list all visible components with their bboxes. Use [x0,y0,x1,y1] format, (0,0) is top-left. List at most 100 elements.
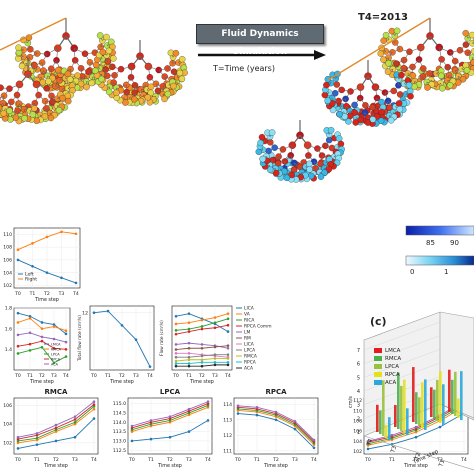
vessel-node [437,72,445,80]
vessel-node [103,33,110,41]
vessel-node [317,173,325,180]
bar [442,384,445,425]
data-point [174,332,178,336]
line-chart: T0 T1 T2 T3 T4 12 Time step Total flow rate (cm… [77,305,155,385]
x-axis-label: Time step [43,463,68,469]
data-point [31,242,34,245]
data-point [200,327,204,331]
vessel-node [161,95,168,103]
bar [418,397,421,426]
vessel-node [407,93,414,100]
data-point [226,361,230,364]
x-tick-label: T1 [438,459,446,468]
data-point [73,435,77,439]
data-point [28,349,32,352]
data-point [40,339,44,343]
y-tick-label: 106 [3,258,12,264]
data-point [16,248,20,252]
vessel-node [377,50,385,57]
data-point [213,357,217,360]
vessel-node [18,62,26,70]
vessel-node [258,133,266,141]
data-point [52,323,56,326]
data-point [16,437,20,441]
data-point [213,361,217,364]
data-point [73,415,77,418]
data-point [149,420,153,424]
data-point [35,432,39,435]
x-tick-label: T1 [147,457,154,463]
data-point [438,425,442,429]
data-point [174,348,178,351]
vessel-node [424,84,431,91]
data-point [226,317,230,321]
data-point [312,438,316,442]
vessel-node [351,109,358,116]
data-point [187,411,191,415]
vessel-node [64,97,72,105]
y-tick-label: 114.5 [113,411,126,417]
x-axis-label: Time step [34,297,59,303]
x-tick-label: T3 [132,373,139,379]
line-chart: T0 T1 T2 T3 T4 Time step Flow rate (cm³/s) LICA… [159,306,271,385]
bar [460,371,463,420]
y-tick-label: 113 [223,417,232,423]
bar [454,371,457,416]
vessel-node [395,100,403,107]
x-tick-label: T4 [224,373,231,379]
data-point [92,405,96,408]
x-tick-label: T0 [128,457,135,463]
vessel-node [257,139,264,147]
data-point [226,363,230,367]
vessel-node [462,29,470,37]
data-point [174,352,178,355]
y-tick-label: 111 [223,448,232,454]
y-tick-label: 114 [223,402,232,408]
data-point [236,412,240,415]
vessel-node [396,105,404,113]
data-point [64,340,68,344]
simulation-banner: Fluid Dynamics Simulation [196,24,324,57]
data-point [187,352,191,355]
data-point [187,407,191,411]
data-point [130,424,134,428]
data-point [168,420,172,424]
y-axis-label: Total flow rate (cm³/s) [77,315,82,362]
data-point [200,361,204,364]
vessel-node [327,126,335,134]
legend-swatch [374,356,382,361]
vessel-node [91,67,99,74]
colorbar-tick: 85 [426,239,435,247]
vessel-tree-before [0,17,188,125]
data-point [187,346,191,350]
legend-label: LPCA [385,364,399,370]
data-point [168,435,172,439]
y-tick-label: 1.4 [5,347,12,353]
data-point [60,230,63,234]
vessel-node [147,89,155,97]
z-tick-label: 4 [357,389,360,395]
bar [421,382,424,428]
bar [436,379,439,421]
data-point [31,264,34,268]
x-axis-label: Time step [157,463,182,469]
data-point [35,434,39,437]
y-tick-label: 113.5 [113,429,126,435]
x-tick-label: T2 [198,373,205,379]
vessel-node [325,165,333,173]
data-point [200,358,204,362]
vessel-node [259,155,266,163]
y-tick-label: 108 [353,419,362,425]
colorbar-tick: 0 [410,268,414,276]
line-chart: T0 T1 T2 T3 T4 110 108 106 104 102 Time step LeftRi… [3,227,81,303]
data-point [92,400,96,404]
chart-title: LPCA [160,388,181,396]
x-axis-label: Time step [403,463,428,469]
data-point [74,232,78,236]
line-chart: T0 T1 T2 T3 T4 114 113 112 111 Time step RPCA [223,388,319,469]
vessel-node [21,115,28,122]
bar [448,369,451,412]
data-point [206,419,210,422]
data-point [54,423,58,427]
legend-label: ACA [385,380,397,386]
